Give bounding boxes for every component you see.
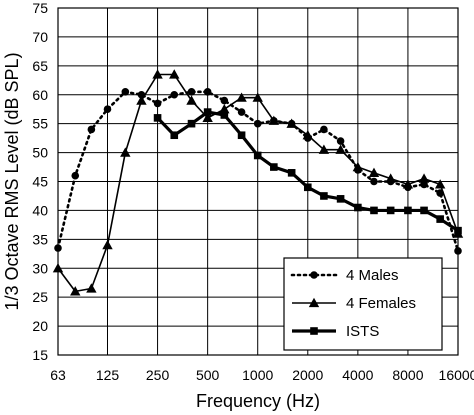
data-point-circle — [220, 96, 229, 105]
data-point-triangle — [385, 173, 396, 183]
data-point-triangle — [302, 130, 313, 140]
y-tick-label: 75 — [32, 0, 48, 16]
data-point-square — [203, 108, 212, 116]
y-tick-label: 50 — [32, 145, 48, 161]
x-tick-label: 4000 — [342, 367, 373, 383]
data-point-circle — [170, 90, 179, 99]
data-point-square — [170, 131, 179, 140]
data-point-circle — [370, 177, 378, 186]
data-point-circle — [320, 125, 328, 134]
data-point-square — [270, 163, 278, 171]
y-tick-label: 55 — [32, 116, 48, 132]
data-point-square — [237, 131, 246, 140]
x-tick-label: 63 — [50, 367, 66, 383]
data-point-triangle — [70, 286, 81, 296]
legend-item: 4 Males — [290, 267, 399, 284]
data-point-triangle — [102, 239, 113, 250]
data-point-circle — [71, 171, 80, 180]
x-tick-label: 125 — [96, 367, 120, 383]
data-point-triangle — [186, 95, 197, 105]
data-point-triangle — [268, 115, 280, 125]
data-point-triangle — [219, 104, 230, 114]
x-axis-label: Frequency (Hz) — [196, 391, 320, 411]
y-tick-label: 60 — [32, 87, 48, 103]
data-point-circle — [121, 88, 130, 96]
series-square — [153, 108, 462, 235]
y-tick-label: 35 — [32, 231, 48, 247]
data-point-triangle — [52, 263, 64, 273]
y-tick-label: 65 — [32, 58, 48, 74]
data-point-triangle — [202, 112, 213, 123]
legend: 4 Males 4 Females ISTS — [283, 257, 443, 351]
y-tick-label: 25 — [32, 289, 48, 305]
legend-marker — [310, 327, 318, 335]
data-point-circle — [54, 244, 62, 252]
data-point-circle — [87, 125, 96, 134]
data-point-triangle — [352, 161, 364, 172]
data-point-circle — [153, 99, 162, 108]
y-tick-label: 15 — [32, 347, 48, 363]
data-point-triangle — [120, 147, 131, 157]
data-point-triangle — [368, 167, 380, 177]
y-tick-label: 20 — [32, 318, 48, 334]
legend-label: ISTS — [346, 323, 379, 340]
data-point-square — [187, 119, 196, 128]
x-tick-label: 16000 — [439, 367, 474, 383]
x-tick-label: 250 — [146, 367, 170, 383]
data-point-circle — [103, 105, 112, 114]
y-tick-label: 45 — [32, 174, 48, 190]
data-point-square — [320, 192, 328, 200]
data-point-triangle — [318, 144, 330, 154]
data-point-square — [354, 203, 362, 212]
data-point-triangle — [152, 69, 163, 79]
data-point-triangle — [418, 173, 430, 183]
series-layer — [52, 69, 464, 296]
data-point-square — [436, 215, 444, 223]
data-point-square — [370, 206, 378, 215]
data-point-square — [420, 206, 428, 215]
data-point-circle — [187, 88, 196, 96]
data-point-triangle — [86, 283, 97, 293]
y-tick-label: 70 — [32, 29, 48, 45]
legend-label: 4 Females — [346, 295, 416, 312]
data-point-square — [220, 111, 229, 119]
series-triangle — [52, 69, 464, 296]
legend-marker — [308, 297, 320, 308]
data-point-circle — [253, 119, 262, 128]
data-point-square — [253, 151, 262, 160]
data-point-triangle — [169, 69, 180, 79]
data-point-triangle — [236, 92, 247, 102]
data-point-circle — [336, 137, 345, 145]
legend-marker — [310, 271, 318, 279]
legend-item: ISTS — [292, 323, 379, 340]
data-point-circle — [203, 88, 212, 96]
data-point-circle — [454, 247, 462, 255]
y-axis-label: 1/3 Octave RMS Level (dB SPL) — [2, 52, 22, 310]
tick-labels: 15 20 25 30 35 40 45 50 55 60 65 70 75 63 125 250 500 100… — [32, 0, 474, 383]
data-point-triangle — [286, 118, 297, 128]
data-point-square — [153, 114, 162, 122]
data-point-triangle — [252, 92, 263, 102]
data-point-square — [454, 226, 462, 235]
data-point-square — [404, 206, 412, 215]
data-point-circle — [237, 108, 246, 116]
data-point-triangle — [335, 144, 346, 154]
data-point-triangle — [402, 179, 414, 189]
y-tick-label: 30 — [32, 260, 48, 276]
legend-item: 4 Females — [292, 295, 416, 312]
data-point-triangle — [434, 179, 446, 189]
y-tick-label: 40 — [32, 202, 48, 218]
data-point-square — [287, 169, 296, 177]
data-point-square — [303, 183, 312, 192]
x-tick-label: 2000 — [292, 367, 323, 383]
x-tick-label: 8000 — [392, 367, 423, 383]
data-point-square — [336, 195, 345, 203]
data-point-triangle — [136, 95, 147, 105]
data-point-square — [386, 206, 395, 215]
legend-label: 4 Males — [346, 267, 399, 284]
x-tick-label: 1000 — [242, 367, 273, 383]
x-tick-label: 500 — [196, 367, 220, 383]
